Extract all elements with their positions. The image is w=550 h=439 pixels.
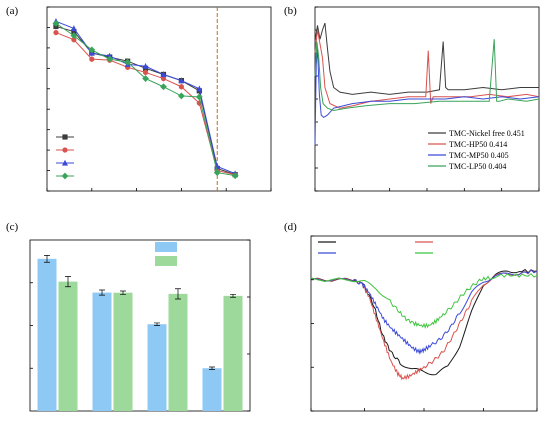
data-point bbox=[160, 83, 167, 91]
plot-frame bbox=[46, 6, 272, 192]
legend-series-value: 0.414 bbox=[487, 140, 507, 149]
legend-series-value: 0.451 bbox=[505, 129, 525, 138]
error-bar bbox=[44, 255, 50, 263]
series-line-tmc-lp50 bbox=[314, 39, 540, 112]
panel-label-c: (c) bbox=[6, 221, 19, 233]
series-line-tmc-nickel-free bbox=[314, 22, 539, 95]
legend-series-name: TMC-Nickel free bbox=[449, 129, 505, 138]
data-point bbox=[142, 63, 149, 69]
legend-label: TMC-LP50 0.404 bbox=[449, 162, 506, 171]
data-point bbox=[178, 77, 185, 84]
data-point bbox=[160, 75, 167, 82]
data-point bbox=[178, 84, 184, 90]
series-line-tmc-hp50 bbox=[314, 29, 540, 109]
series-line bbox=[55, 22, 236, 177]
data-point bbox=[124, 58, 132, 66]
panel-label-d: (d) bbox=[284, 221, 297, 233]
data-point bbox=[88, 46, 96, 54]
bar-wear-rate bbox=[202, 368, 222, 411]
bar-cof bbox=[58, 281, 78, 411]
series-tmc-nickel-free bbox=[53, 23, 238, 178]
legend-series-name: TMC-LP50 bbox=[449, 162, 486, 171]
legend-marker bbox=[62, 134, 68, 140]
error-bar bbox=[209, 366, 215, 370]
error-bar bbox=[65, 276, 71, 288]
panel-a-hardness-chart bbox=[46, 6, 272, 192]
data-point bbox=[231, 172, 239, 180]
legend-swatch bbox=[155, 242, 177, 252]
series-line bbox=[55, 25, 236, 176]
series-tmc-mp50 bbox=[52, 18, 239, 177]
error-bar bbox=[230, 294, 236, 298]
series-line-tmc-mp50 bbox=[310, 269, 538, 355]
legend-series-value: 0.405 bbox=[489, 151, 509, 160]
bar-cof bbox=[223, 295, 243, 411]
data-point bbox=[71, 37, 77, 43]
legend-label: TMC-HP50 0.414 bbox=[449, 140, 507, 149]
data-point bbox=[71, 28, 77, 35]
data-point bbox=[160, 71, 167, 78]
legend-marker bbox=[61, 172, 69, 180]
series-line-tmc-mp50 bbox=[314, 48, 540, 146]
data-point bbox=[195, 93, 203, 101]
legend-label: TMC-MP50 0.405 bbox=[449, 151, 509, 160]
data-point bbox=[52, 19, 60, 27]
data-point bbox=[213, 169, 221, 176]
bar-cof bbox=[113, 292, 133, 411]
bar-wear-rate bbox=[92, 292, 112, 411]
series-tmc-lp50 bbox=[52, 19, 239, 180]
panel-c-wear-bar-chart bbox=[29, 239, 251, 412]
data-point bbox=[89, 56, 95, 62]
panel-label-a: (a) bbox=[6, 5, 19, 17]
panel-d-scar-profile-chart bbox=[310, 235, 538, 412]
data-point bbox=[106, 55, 114, 63]
series-line bbox=[55, 32, 236, 176]
series-line-tmc-lp50 bbox=[310, 273, 538, 329]
bar-wear-rate bbox=[147, 324, 167, 411]
data-point bbox=[196, 85, 203, 92]
legend-series-value: 0.404 bbox=[486, 162, 506, 171]
series-line-tmc-hp50 bbox=[310, 269, 538, 381]
data-point bbox=[70, 32, 78, 40]
bar-cof bbox=[168, 293, 188, 411]
legend-series-name: TMC-MP50 bbox=[449, 151, 489, 160]
legend-swatch bbox=[155, 256, 177, 266]
error-bar bbox=[99, 289, 105, 296]
data-point bbox=[178, 92, 185, 100]
series-line-tmc-nickel-free bbox=[310, 268, 538, 376]
panel-label-b: (b) bbox=[284, 5, 297, 17]
legend-label: TMC-Nickel free 0.451 bbox=[449, 129, 525, 138]
error-bar bbox=[120, 290, 126, 295]
legend-series-name: TMC-HP50 bbox=[449, 140, 487, 149]
data-point bbox=[70, 25, 77, 32]
data-point bbox=[142, 75, 149, 82]
data-point bbox=[142, 69, 149, 76]
bar-wear-rate bbox=[37, 258, 57, 411]
legend-marker bbox=[62, 147, 68, 153]
series-line bbox=[55, 20, 236, 175]
panel-b-cof-chart: TMC-Nickel free 0.451 TMC-HP50 0.414 TMC-M… bbox=[314, 6, 540, 192]
data-point bbox=[53, 29, 59, 36]
error-bar bbox=[175, 288, 181, 300]
series-tmc-hp50 bbox=[53, 29, 238, 178]
error-bar bbox=[154, 322, 160, 326]
legend-marker bbox=[62, 159, 68, 166]
